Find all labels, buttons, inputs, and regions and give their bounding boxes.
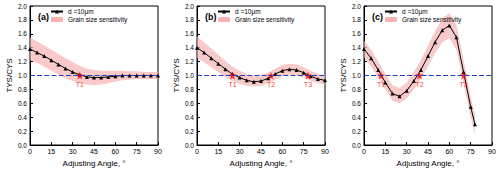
svg-text:(c): (c)	[372, 12, 383, 22]
svg-text:0.6: 0.6	[352, 100, 361, 107]
svg-text:1.6: 1.6	[185, 30, 194, 37]
svg-text:45: 45	[257, 148, 265, 155]
svg-text:(b): (b)	[205, 12, 217, 22]
svg-text:Grain size sensitivity: Grain size sensitivity	[68, 16, 128, 24]
svg-text:75: 75	[300, 148, 308, 155]
svg-text:1.0: 1.0	[18, 72, 27, 79]
svg-text:0: 0	[362, 148, 366, 155]
svg-text:90: 90	[488, 148, 496, 155]
svg-text:Adjusting Angle, °: Adjusting Angle, °	[230, 159, 293, 168]
svg-text:1.4: 1.4	[352, 44, 361, 51]
svg-text:d =10μm: d =10μm	[68, 8, 94, 16]
svg-text:T3: T3	[304, 81, 312, 88]
svg-text:(a): (a)	[38, 12, 49, 22]
svg-text:T2: T2	[267, 81, 275, 88]
svg-text:30: 30	[236, 148, 244, 155]
svg-text:0.2: 0.2	[18, 128, 27, 135]
svg-text:TYS/CYS: TYS/CYS	[5, 58, 14, 92]
svg-text:45: 45	[424, 148, 432, 155]
svg-text:1.0: 1.0	[352, 72, 361, 79]
svg-text:1.8: 1.8	[352, 16, 361, 23]
svg-text:1.8: 1.8	[185, 16, 194, 23]
svg-text:0.0: 0.0	[185, 142, 194, 149]
svg-text:T2: T2	[415, 81, 423, 88]
svg-text:0: 0	[28, 148, 32, 155]
svg-text:T3: T3	[459, 81, 467, 88]
svg-text:0.8: 0.8	[185, 86, 194, 93]
svg-text:1.4: 1.4	[18, 44, 27, 51]
svg-text:0.0: 0.0	[18, 142, 27, 149]
svg-text:15: 15	[214, 148, 222, 155]
svg-text:2.0: 2.0	[185, 3, 194, 10]
svg-text:1.2: 1.2	[352, 58, 361, 65]
svg-text:0.4: 0.4	[185, 114, 194, 121]
svg-text:60: 60	[445, 148, 453, 155]
svg-text:1.2: 1.2	[185, 58, 194, 65]
svg-text:T1: T1	[76, 81, 84, 88]
svg-text:0.2: 0.2	[185, 128, 194, 135]
svg-text:0.8: 0.8	[352, 86, 361, 93]
svg-text:30: 30	[69, 148, 77, 155]
svg-text:60: 60	[111, 148, 119, 155]
svg-text:75: 75	[133, 148, 141, 155]
svg-text:Grain size sensitivity: Grain size sensitivity	[235, 16, 295, 24]
svg-text:0.6: 0.6	[185, 100, 194, 107]
svg-text:TYS/CYS: TYS/CYS	[172, 58, 181, 92]
svg-text:0.6: 0.6	[18, 100, 27, 107]
svg-text:90: 90	[154, 148, 162, 155]
svg-text:T1: T1	[228, 81, 236, 88]
svg-text:1.8: 1.8	[18, 16, 27, 23]
svg-text:0.0: 0.0	[352, 142, 361, 149]
svg-text:0.2: 0.2	[352, 128, 361, 135]
svg-text:TYS/CYS: TYS/CYS	[339, 58, 348, 92]
svg-text:T1: T1	[377, 81, 385, 88]
svg-text:1.4: 1.4	[185, 44, 194, 51]
svg-text:30: 30	[403, 148, 411, 155]
svg-text:1.6: 1.6	[18, 30, 27, 37]
svg-text:Adjusting Angle, °: Adjusting Angle, °	[397, 159, 460, 168]
svg-text:15: 15	[47, 148, 55, 155]
svg-text:0.8: 0.8	[18, 86, 27, 93]
svg-text:d =10μm: d =10μm	[235, 8, 261, 16]
svg-text:15: 15	[381, 148, 389, 155]
svg-text:90: 90	[321, 148, 329, 155]
svg-text:0: 0	[195, 148, 199, 155]
svg-text:60: 60	[278, 148, 286, 155]
svg-text:1.2: 1.2	[18, 58, 27, 65]
svg-text:1.0: 1.0	[185, 72, 194, 79]
svg-text:1.6: 1.6	[352, 30, 361, 37]
svg-text:2.0: 2.0	[18, 3, 27, 10]
svg-text:0.4: 0.4	[18, 114, 27, 121]
svg-text:0.4: 0.4	[352, 114, 361, 121]
svg-text:d =10μm: d =10μm	[402, 8, 428, 16]
svg-text:Adjusting Angle, °: Adjusting Angle, °	[63, 159, 126, 168]
svg-text:75: 75	[467, 148, 475, 155]
svg-text:45: 45	[90, 148, 98, 155]
svg-text:2.0: 2.0	[352, 3, 361, 10]
svg-text:Grain size sensitivity: Grain size sensitivity	[402, 16, 462, 24]
